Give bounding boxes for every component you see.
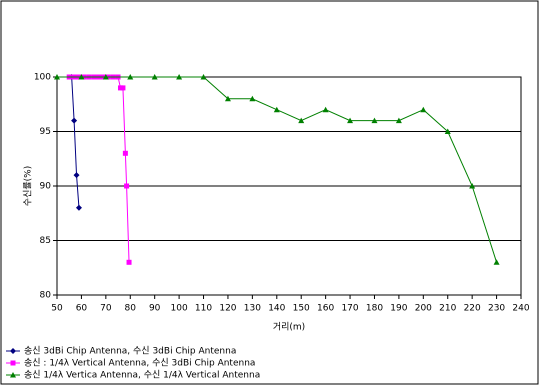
y-tick-label: 100 [34, 73, 51, 83]
y-tick-label: 85 [40, 236, 51, 246]
marker [347, 117, 354, 124]
x-tick-label: 90 [149, 304, 161, 314]
marker [444, 128, 451, 134]
marker [273, 106, 280, 113]
legend-marker [10, 360, 16, 366]
x-tick-label: 50 [51, 304, 63, 314]
x-tick-label: 200 [415, 304, 432, 314]
legend-label: 송신 : 1/4λ Vertical Antenna, 수신 3dBi Chip… [24, 358, 255, 369]
marker [395, 117, 402, 124]
y-tick-label: 80 [40, 291, 52, 301]
x-tick-label: 130 [244, 304, 261, 314]
marker [102, 74, 109, 80]
marker [322, 106, 329, 113]
x-tick-label: 60 [76, 304, 88, 314]
marker [249, 95, 256, 102]
marker [71, 117, 78, 124]
x-tick-label: 80 [125, 304, 137, 314]
marker [54, 74, 60, 80]
legend-marker [10, 348, 16, 354]
x-tick-label: 100 [171, 304, 188, 314]
x-tick-label: 190 [390, 304, 407, 314]
marker [420, 106, 427, 113]
marker [126, 259, 132, 265]
legend-label: 송신 1/4λ Vertica Antenna, 수신 1/4λ Vertica… [24, 370, 260, 381]
marker [469, 183, 476, 189]
x-tick-label: 210 [439, 304, 456, 314]
x-tick-label: 150 [293, 304, 310, 314]
x-tick-label: 70 [100, 304, 112, 314]
marker [122, 150, 128, 156]
y-tick-label: 95 [40, 127, 51, 137]
marker [124, 183, 130, 189]
x-tick-label: 140 [268, 304, 285, 314]
x-tick-label: 240 [512, 304, 529, 314]
marker [493, 259, 500, 265]
legend-label: 송신 3dBi Chip Antenna, 수신 3dBi Chip Anten… [24, 346, 236, 357]
marker [298, 117, 305, 124]
marker [75, 204, 82, 211]
x-axis-label: 거리(m) [273, 322, 305, 333]
marker [78, 74, 85, 80]
marker [176, 74, 183, 80]
y-axis-label: 수신률(%) [23, 166, 34, 206]
marker [371, 117, 378, 124]
x-tick-label: 110 [195, 304, 212, 314]
x-tick-label: 180 [366, 304, 383, 314]
x-tick-label: 220 [464, 304, 481, 314]
marker [200, 74, 207, 80]
x-tick-label: 120 [219, 304, 236, 314]
x-tick-label: 170 [341, 304, 358, 314]
marker [224, 95, 231, 102]
x-tick-label: 160 [317, 304, 334, 314]
marker [127, 74, 134, 80]
y-tick-label: 90 [40, 182, 52, 192]
marker [120, 85, 126, 91]
series-line [71, 76, 80, 208]
marker [73, 172, 80, 179]
legend-marker [10, 372, 16, 378]
marker [151, 74, 158, 80]
x-tick-label: 230 [488, 304, 505, 314]
